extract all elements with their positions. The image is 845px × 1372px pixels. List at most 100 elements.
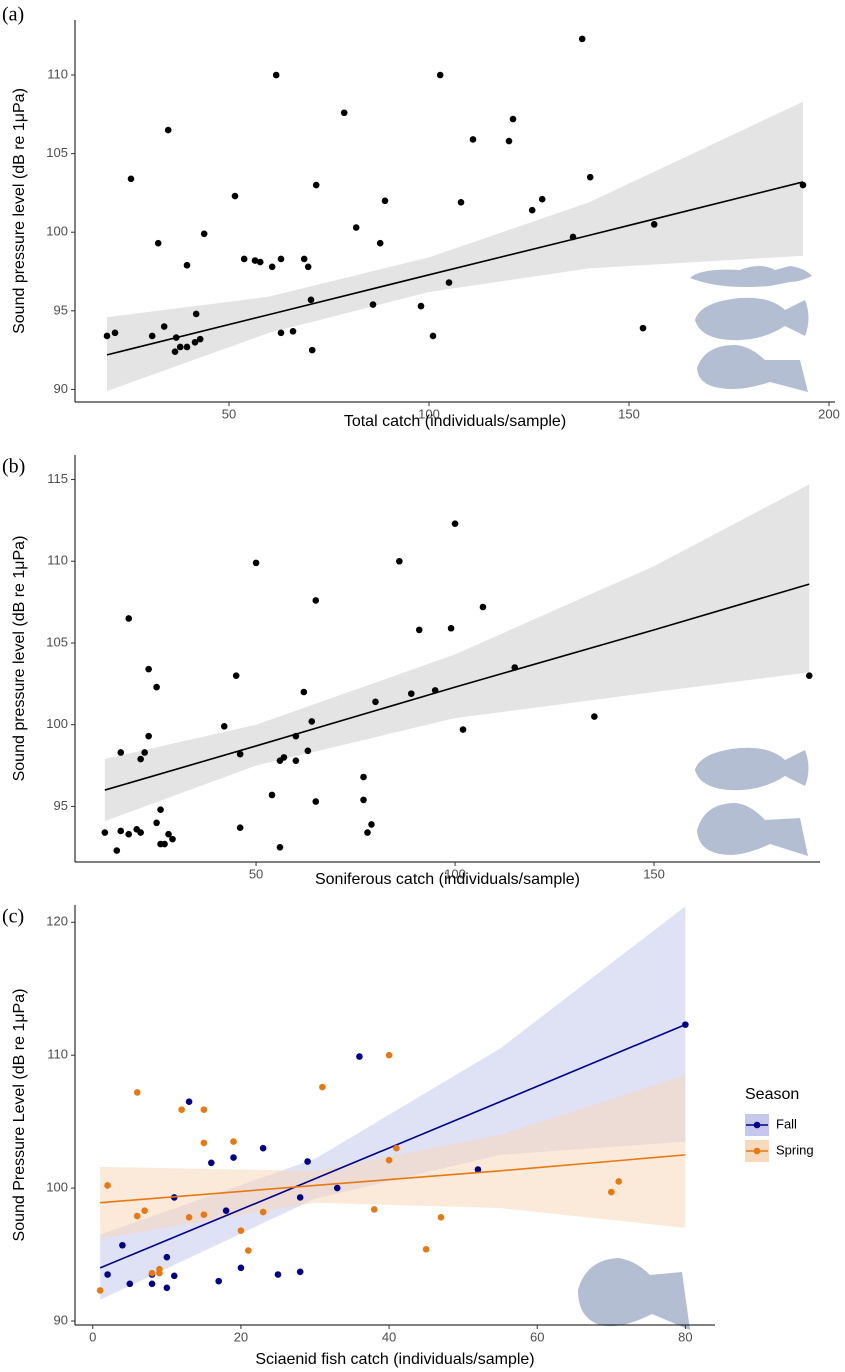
data-point <box>360 796 367 804</box>
data-point <box>509 115 517 123</box>
data-point <box>133 1089 141 1096</box>
data-point <box>200 1106 208 1113</box>
data-point <box>169 835 176 843</box>
x-axis-title: Soniferous catch (individuals/sample) <box>315 871 580 888</box>
data-point <box>145 665 152 673</box>
data-point <box>137 829 144 836</box>
data-point <box>422 1245 430 1253</box>
data-point <box>200 1139 208 1147</box>
data-point <box>312 597 320 604</box>
data-point <box>145 732 152 740</box>
data-point <box>154 239 162 247</box>
y-axis-title: Sound Pressure Level (dB re 1μPa) <box>11 989 28 1242</box>
data-point <box>200 1211 208 1218</box>
data-point <box>237 1264 245 1272</box>
x-tick-label: 0 <box>89 1329 96 1344</box>
y-axis-title: Sound pressure level (dB re 1μPa) <box>11 88 28 334</box>
data-point <box>437 1214 445 1221</box>
data-point <box>272 71 280 79</box>
data-point <box>319 1083 326 1091</box>
panel-label: (a) <box>2 4 24 26</box>
data-point <box>396 557 403 565</box>
data-point <box>308 718 316 725</box>
data-point <box>157 806 164 813</box>
data-point <box>127 175 135 183</box>
data-point <box>256 258 264 266</box>
y-tick-label: 100 <box>46 716 68 731</box>
data-point <box>161 840 168 848</box>
x-tick-label: 50 <box>222 406 236 421</box>
data-point <box>192 310 200 318</box>
data-point <box>459 726 467 733</box>
data-point <box>451 520 459 527</box>
data-point <box>445 279 453 286</box>
y-tick-label: 90 <box>54 1312 68 1327</box>
data-point <box>170 1272 178 1280</box>
y-tick-label: 100 <box>46 224 68 239</box>
data-point <box>178 1106 185 1113</box>
data-point <box>591 713 598 720</box>
confidence-band <box>107 101 803 391</box>
data-point <box>799 181 807 189</box>
data-point <box>220 723 228 730</box>
data-point <box>252 559 260 567</box>
data-point <box>372 698 379 706</box>
data-point <box>101 829 109 836</box>
data-point <box>538 195 546 203</box>
panel: (c) 0 20 40 60 80 90 100 110 120 Sciaenid fish cat… <box>2 905 814 1368</box>
data-point <box>300 255 308 263</box>
data-point <box>429 332 437 340</box>
data-point <box>369 301 377 308</box>
data-point <box>230 1138 237 1145</box>
data-point <box>96 1287 104 1294</box>
data-point <box>215 1277 223 1285</box>
y-tick-label: 110 <box>47 1047 68 1062</box>
data-point <box>469 136 477 143</box>
data-point <box>125 615 133 622</box>
data-point <box>417 302 425 310</box>
data-point <box>308 346 316 354</box>
data-point <box>148 1280 156 1288</box>
y-tick-label: 95 <box>54 798 68 813</box>
data-point <box>251 257 259 264</box>
data-point <box>457 199 465 206</box>
legend-title: Season <box>745 1086 799 1103</box>
data-point <box>153 683 160 691</box>
data-point <box>268 791 276 799</box>
data-point <box>160 323 168 330</box>
data-point <box>274 1271 282 1278</box>
data-point <box>312 181 320 189</box>
fit-line <box>99 1023 686 1269</box>
data-point <box>805 672 813 679</box>
data-point <box>163 1284 171 1292</box>
fit-line <box>106 181 804 356</box>
legend: Season Fall Spring <box>745 1086 814 1162</box>
data-point <box>185 1098 193 1106</box>
data-point <box>200 230 208 238</box>
data-point <box>163 1253 171 1261</box>
legend-label: Fall <box>776 1116 797 1131</box>
data-point <box>183 343 191 351</box>
data-point <box>276 843 284 851</box>
fit-line <box>100 1154 686 1204</box>
data-point <box>407 690 415 697</box>
data-point <box>245 1247 252 1254</box>
data-point <box>230 1154 237 1161</box>
x-tick-label: 100 <box>444 866 466 881</box>
data-point <box>237 1227 245 1234</box>
confidence-band <box>100 1075 686 1239</box>
data-point <box>479 603 487 611</box>
data-point <box>370 1206 378 1213</box>
data-point <box>153 819 160 827</box>
data-point <box>141 1207 148 1214</box>
data-point <box>586 173 594 181</box>
data-point <box>352 224 360 231</box>
data-point <box>340 109 348 117</box>
y-tick-label: 95 <box>54 302 68 317</box>
data-point <box>431 687 439 694</box>
data-point <box>385 1156 393 1164</box>
data-point <box>578 35 586 43</box>
data-point <box>615 1178 623 1185</box>
fish-icon <box>697 345 808 392</box>
